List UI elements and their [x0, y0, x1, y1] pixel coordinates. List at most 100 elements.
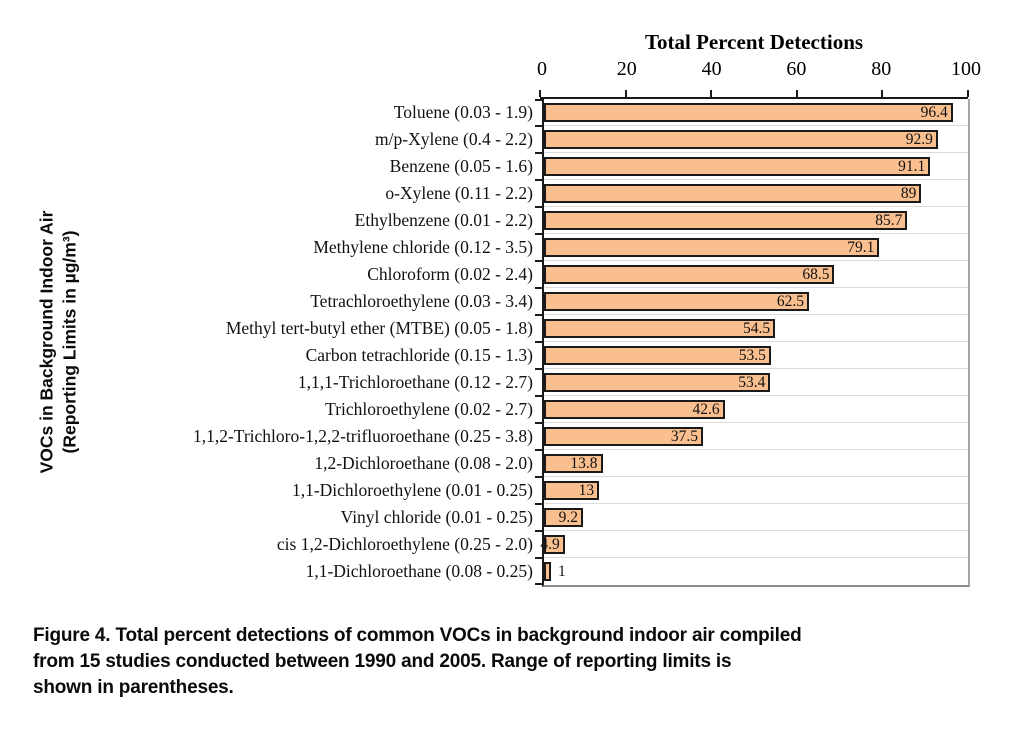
bar-value-label: 37.5	[670, 427, 698, 445]
category-label: 1,1,2-Trichloro-1,2,2-trifluoroethane (0…	[192, 426, 533, 446]
bar-row: 13	[544, 477, 968, 504]
bar: 9.2	[544, 508, 583, 527]
category-label: 1,1-Dichloroethylene (0.01 - 0.25)	[291, 480, 533, 500]
x-tick-label: 60	[786, 58, 807, 80]
bar: 68.5	[544, 265, 835, 284]
y-axis-title-line2: (Reporting Limits in µg/m³)	[59, 230, 79, 454]
y-axis-title-line1: VOCs in Background Indoor Air	[36, 210, 56, 474]
bar-row: 68.5	[544, 261, 968, 288]
bar-row: 79.1	[544, 234, 968, 261]
y-axis-tick-mark	[535, 99, 542, 101]
bar-row: 92.9	[544, 126, 968, 153]
x-tick-mark	[881, 90, 884, 97]
y-axis-tick-mark	[535, 476, 542, 478]
x-tick-mark	[624, 90, 627, 97]
bar-series: 96.4 92.9 91.1 89 85.7 79.1 68.5 62.5 54.5 53.5 53…	[535, 99, 968, 585]
y-axis-tick-mark	[535, 583, 542, 585]
bar-row: 53.4	[544, 369, 968, 396]
category-axis-labels: Toluene (0.03 - 1.9) m/p-Xylene (0.4 - 2.…	[104, 99, 533, 585]
y-axis-tick-mark	[535, 287, 542, 289]
y-axis-tick-mark	[535, 449, 542, 451]
bar-row: 37.5	[544, 423, 968, 450]
y-axis-tick-mark	[535, 233, 542, 235]
bar: 62.5	[544, 292, 809, 311]
y-axis-tick-mark	[535, 530, 542, 532]
y-axis-tick-mark	[535, 152, 542, 154]
category-label: m/p-Xylene (0.4 - 2.2)	[375, 129, 533, 149]
caption-line1: Figure 4. Total percent detections of co…	[33, 625, 802, 646]
bar	[544, 562, 551, 581]
bar-value-label: 92.9	[905, 130, 933, 148]
bar-row: 53.5	[544, 342, 968, 369]
bar: 89	[544, 184, 922, 203]
bar-value-label: 79.1	[847, 238, 875, 256]
bar: 96.4	[544, 103, 953, 122]
bar: 85.7	[544, 211, 908, 230]
bar-row: 91.1	[544, 153, 968, 180]
bar: 79.1	[544, 238, 880, 257]
x-axis-tick-labels: 0 20 40 60 80 100	[537, 58, 981, 84]
category-label: Ethylbenzene (0.01 - 2.2)	[354, 210, 533, 230]
x-tick-mark	[967, 90, 969, 97]
bar: 4.9	[540, 535, 565, 554]
caption-line2: from 15 studies conducted between 1990 a…	[33, 651, 732, 672]
bar: 13.8	[544, 454, 603, 473]
bar-value-label: 68.5	[802, 265, 830, 283]
y-axis-tick-mark	[535, 368, 542, 370]
x-tick-label: 80	[871, 58, 892, 80]
y-axis-tick-mark	[535, 260, 542, 262]
bar-row: 1	[544, 558, 968, 585]
y-axis-title-text: VOCs in Background Indoor Air (Reporting…	[35, 211, 81, 474]
category-label: Methylene chloride (0.12 - 3.5)	[313, 237, 533, 257]
category-label: Benzene (0.05 - 1.6)	[389, 156, 533, 176]
bar-value-label: 91.1	[898, 157, 926, 175]
caption-line3: shown in parentheses.	[33, 677, 234, 698]
x-axis	[539, 90, 969, 99]
category-label: 1,2-Dichloroethane (0.08 - 2.0)	[314, 453, 533, 473]
x-tick-label: 20	[616, 58, 637, 80]
bar-value-label: 13.8	[570, 454, 598, 472]
category-label: Chloroform (0.02 - 2.4)	[367, 264, 533, 284]
category-label: Trichloroethylene (0.02 - 2.7)	[325, 399, 533, 419]
figure-caption: Figure 4. Total percent detections of co…	[33, 623, 953, 701]
bar-value-label: 1	[558, 563, 566, 580]
bar-value-label: 96.4	[920, 103, 948, 121]
chart-title: Total Percent Detections	[644, 30, 864, 54]
bar-row: 89	[544, 180, 968, 207]
x-tick-label: 100	[951, 58, 981, 80]
y-axis-tick-mark	[535, 341, 542, 343]
bar-value-label: 4.9	[540, 535, 560, 553]
x-tick-mark	[710, 90, 713, 97]
x-tick-label: 0	[537, 58, 547, 80]
bar-value-label: 85.7	[875, 211, 903, 229]
bar-value-label: 89	[900, 184, 917, 202]
bar-value-label: 54.5	[742, 319, 771, 337]
category-label: Tetrachloroethylene (0.03 - 3.4)	[310, 291, 533, 311]
plot-area: 96.4 92.9 91.1 89 85.7 79.1 68.5 62.5 54.5 53.5 53…	[535, 99, 970, 587]
bar-row: 13.8	[544, 450, 968, 477]
bar-value-label: 53.4	[738, 373, 766, 391]
x-axis-line	[540, 97, 968, 99]
bar-row: 96.4	[544, 99, 968, 126]
bar-value-label: 9.2	[558, 508, 578, 526]
y-axis-tick-mark	[535, 314, 542, 316]
bar: 54.5	[544, 319, 776, 338]
y-axis-title: VOCs in Background Indoor Air (Reporting…	[8, 99, 108, 585]
bar: 42.6	[544, 400, 725, 419]
y-axis-tick-mark	[535, 206, 542, 208]
category-label: Carbon tetrachloride (0.15 - 1.3)	[305, 345, 533, 365]
bar: 37.5	[544, 427, 703, 446]
x-tick-mark	[539, 90, 541, 97]
bar-row: 4.9	[540, 531, 968, 558]
bar: 53.4	[544, 373, 771, 392]
bar-row: 42.6	[544, 396, 968, 423]
bar: 92.9	[544, 130, 938, 149]
category-label: 1,1-Dichloroethane (0.08 - 0.25)	[305, 561, 533, 581]
category-label: cis 1,2-Dichloroethylene (0.25 - 2.0)	[276, 534, 533, 554]
y-axis-tick-mark	[535, 422, 542, 424]
bar-row: 54.5	[544, 315, 968, 342]
y-axis-tick-mark	[535, 557, 542, 559]
x-tick-mark	[795, 90, 798, 97]
category-label: Vinyl chloride (0.01 - 0.25)	[340, 507, 533, 527]
x-tick-label: 40	[701, 58, 722, 80]
